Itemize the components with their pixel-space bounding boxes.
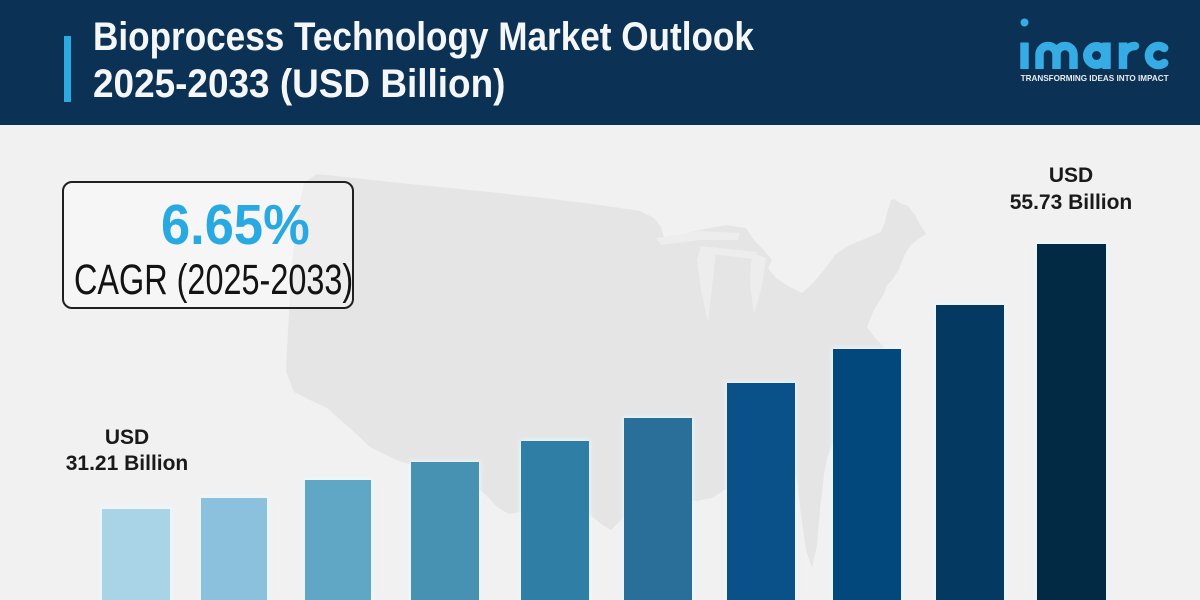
svg-text:TRANSFORMING IDEAS INTO IMPACT: TRANSFORMING IDEAS INTO IMPACT (1021, 73, 1170, 83)
